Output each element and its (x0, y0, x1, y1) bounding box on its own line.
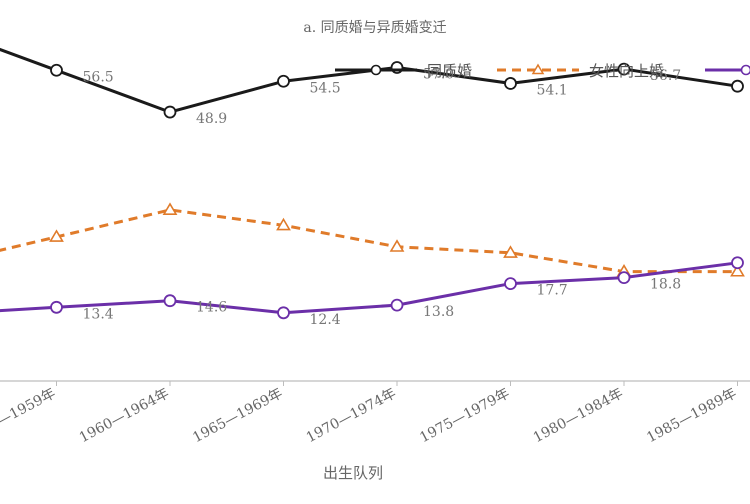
data-point-circle (505, 278, 516, 289)
data-point-circle (619, 272, 630, 283)
data-label: 48.9 (196, 111, 227, 127)
data-point-circle (732, 257, 743, 268)
data-point-circle (392, 300, 403, 311)
series-1: 56.548.954.557.054.156.7 (0, 43, 743, 127)
data-label: 13.8 (423, 304, 454, 320)
data-point-circle (732, 81, 743, 92)
x-tick-label: 1960—1964年 (77, 385, 172, 446)
data-point-circle (278, 307, 289, 318)
data-point-circle (278, 76, 289, 87)
data-label: 18.8 (650, 277, 681, 293)
x-tick-label: 1980—1984年 (531, 385, 626, 446)
series-3: 13.4 14.6 12.4 13.8 17.7 18.8 (0, 257, 743, 328)
x-tick-label: 1965—1969年 (190, 385, 285, 446)
data-label: 17.7 (537, 283, 568, 299)
data-label: 14.6 (196, 300, 227, 316)
data-point-circle (51, 65, 62, 76)
data-label: 13.4 (83, 306, 114, 322)
x-tick-label: 1985—1989年 (644, 385, 739, 446)
data-label: 54.5 (310, 80, 341, 96)
x-tick-layer: 1955—1959年 1960—1964年 1965—1969年 1970—1974年… (0, 381, 739, 446)
chart-title: a. 同质婚与异质婚变迁 (303, 20, 446, 36)
series-line (0, 210, 737, 272)
legend-marker (742, 66, 750, 75)
data-label: 12.4 (310, 312, 341, 328)
legend-marker (372, 66, 381, 75)
data-point-circle (165, 107, 176, 118)
legend-label: 同质婚 (427, 62, 472, 80)
data-point-circle (505, 78, 516, 89)
data-point-circle (165, 295, 176, 306)
x-tick-label: 1955—1959年 (0, 385, 58, 446)
legend-label: 女性向上婚 (589, 62, 664, 80)
x-axis-title: 出生队列 (323, 464, 383, 482)
data-point-circle (51, 302, 62, 313)
x-tick-label: 1970—1974年 (304, 385, 399, 446)
x-tick-label: 1975—1979年 (417, 385, 512, 446)
data-label: 56.5 (83, 69, 114, 85)
series-2 (0, 204, 743, 276)
data-label: 54.1 (537, 82, 568, 98)
